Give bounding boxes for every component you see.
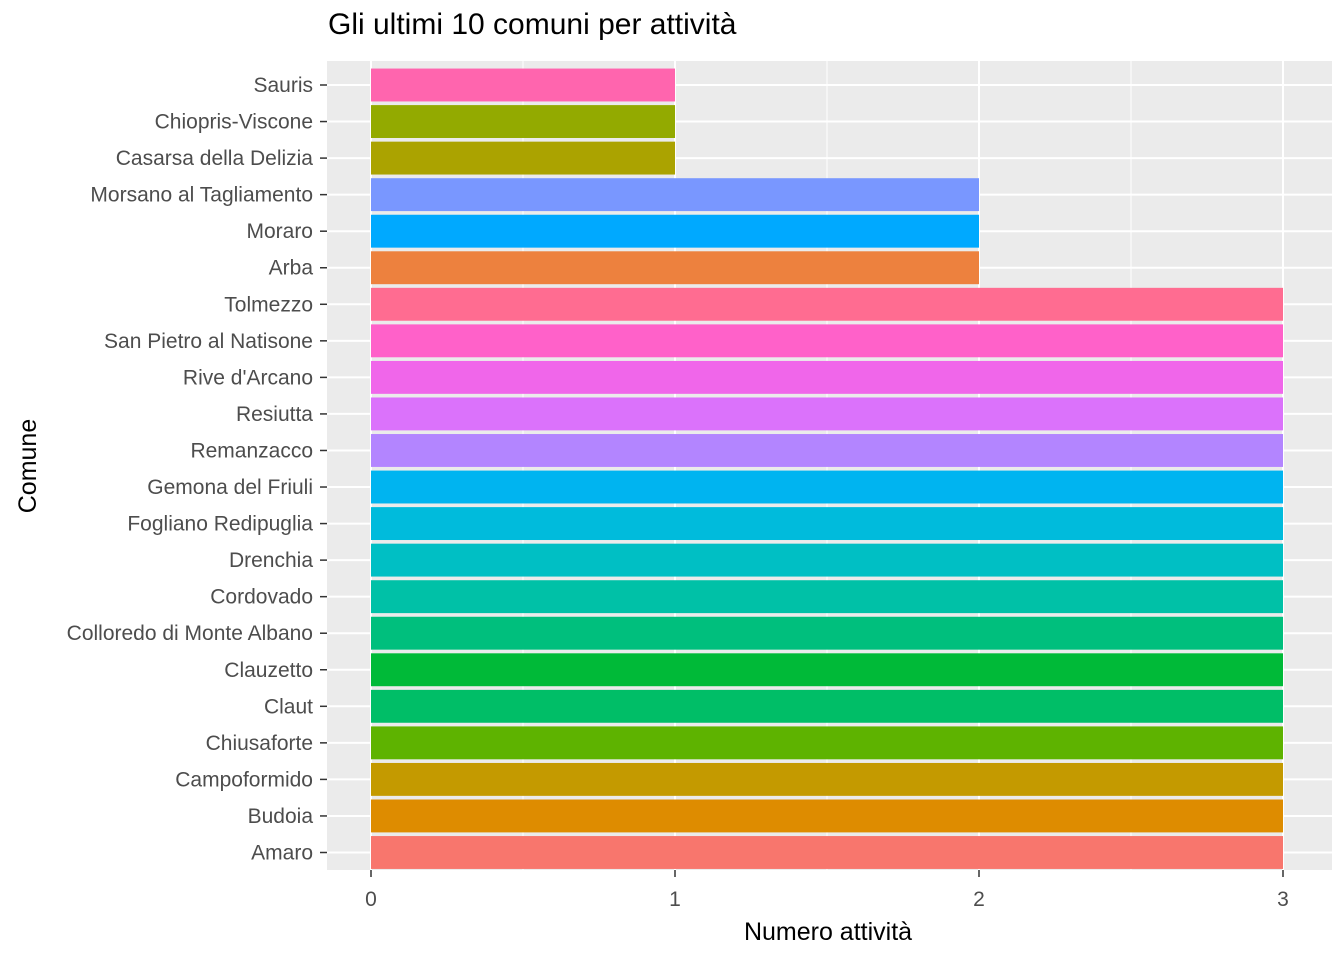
bar-7 [371,324,1283,358]
bar-18 [371,726,1283,760]
x-axis: 0 1 2 3 [365,870,1289,911]
bar-13 [371,543,1283,577]
bar-16 [371,653,1283,687]
bars [371,68,1283,869]
bar-19 [371,762,1283,796]
y-tick-label: Gemona del Friuli [147,476,313,499]
y-tick-label: Colloredo di Monte Albano [67,622,313,645]
y-tick-label: Resiutta [236,403,313,426]
y-tick-label: Amaro [251,842,313,865]
bar-8 [371,360,1283,394]
y-tick-label: Chiopris-Viscone [155,111,313,134]
x-tick-label: 2 [973,888,985,911]
bar-0 [371,68,675,102]
y-tick-label: Remanzacco [190,439,313,462]
y-tick-label: Claut [264,695,313,718]
y-tick-label: Drenchia [229,549,313,572]
x-axis-title: Numero attività [744,918,912,946]
y-tick-label: Sauris [253,74,313,97]
bar-21 [371,836,1283,869]
y-tick-label: Campoformido [175,768,313,791]
bar-5 [371,251,979,285]
y-axis-title: Comune [14,419,42,514]
y-tick-label: Arba [269,257,314,280]
y-axis: Sauris Chiopris-Viscone Casarsa della Deli… [67,74,327,865]
bar-15 [371,616,1283,650]
chart-title: Gli ultimi 10 comuni per attività [328,8,737,41]
y-tick-label: Cordovado [210,586,313,609]
y-tick-label: Rive d'Arcano [183,366,313,389]
x-tick-label: 3 [1277,888,1289,911]
bar-1 [371,105,675,138]
y-tick-label: Fogliano Redipuglia [127,513,313,536]
bar-12 [371,507,1283,541]
bar-4 [371,214,979,248]
bar-3 [371,178,979,212]
bar-10 [371,434,1283,467]
x-tick-label: 0 [365,888,377,911]
bar-2 [371,141,675,175]
bar-17 [371,689,1283,723]
y-tick-label: Casarsa della Delizia [116,147,314,170]
bar-6 [371,287,1283,321]
bar-9 [371,397,1283,431]
y-tick-label: San Pietro al Natisone [104,330,313,353]
bar-20 [371,799,1283,833]
y-tick-label: Budoia [248,805,314,828]
x-tick-label: 1 [669,888,681,911]
y-tick-label: Chiusaforte [206,732,313,755]
bar-11 [371,470,1283,504]
y-tick-label: Clauzetto [224,659,313,682]
y-tick-label: Morsano al Tagliamento [90,184,313,207]
y-tick-label: Tolmezzo [224,293,313,316]
bar-14 [371,580,1283,614]
y-tick-label: Moraro [246,220,313,243]
